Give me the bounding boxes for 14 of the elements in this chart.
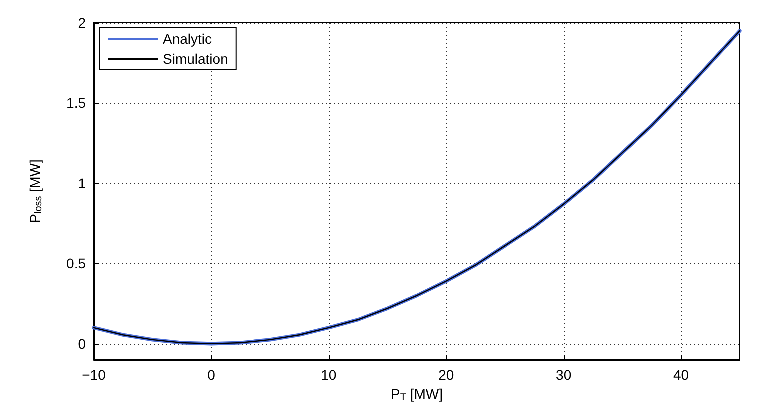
x-tick-label: 20 <box>438 367 454 383</box>
y-tick-label: 1.5 <box>66 95 86 112</box>
y-tick-label: 0 <box>78 336 86 352</box>
y-axis-title: Ploss [MW] <box>27 160 44 224</box>
legend-label: Simulation <box>163 51 228 67</box>
x-tick-label: 0 <box>208 367 216 383</box>
y-tick-label: 2 <box>78 15 86 31</box>
x-tick-label: 40 <box>673 367 690 383</box>
x-tick-label: −10 <box>82 367 106 383</box>
x-tick-label: 10 <box>321 367 337 383</box>
legend-label: Analytic <box>163 31 212 47</box>
y-tick-label: 1 <box>78 175 86 192</box>
x-tick-label: 30 <box>556 367 572 383</box>
y-tick-label: 0.5 <box>66 256 86 272</box>
